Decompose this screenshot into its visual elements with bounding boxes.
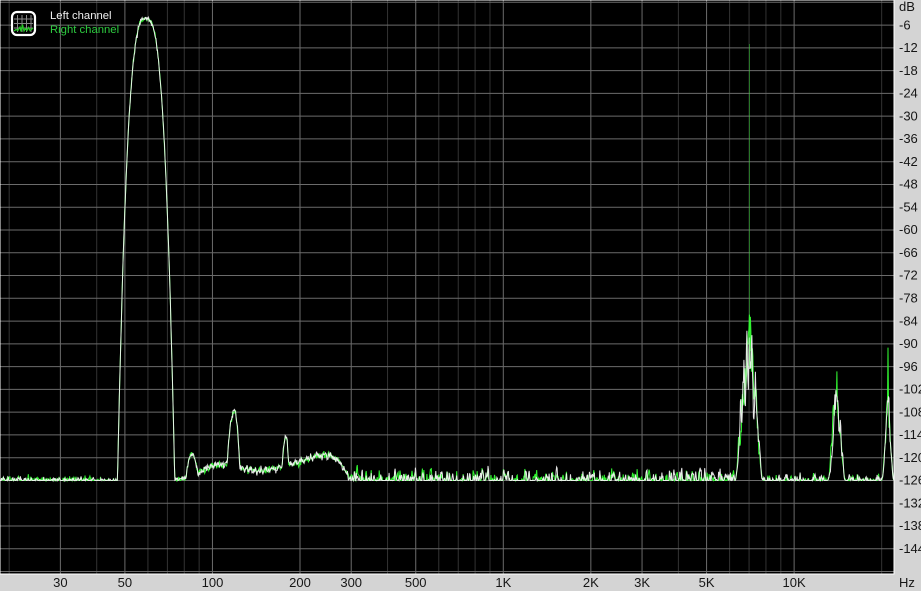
svg-text:-54: -54 — [899, 199, 918, 214]
svg-text:300: 300 — [340, 575, 362, 590]
svg-text:200: 200 — [289, 575, 311, 590]
svg-text:-96: -96 — [899, 359, 918, 374]
svg-text:-48: -48 — [899, 177, 918, 192]
svg-text:-144: -144 — [899, 541, 921, 556]
svg-text:-132: -132 — [899, 495, 921, 510]
svg-text:2K: 2K — [583, 575, 599, 590]
svg-text:-126: -126 — [899, 473, 921, 488]
svg-text:50: 50 — [118, 575, 132, 590]
svg-text:-102: -102 — [899, 382, 921, 397]
svg-text:-120: -120 — [899, 450, 921, 465]
svg-text:dB: dB — [899, 0, 915, 14]
svg-text:-72: -72 — [899, 268, 918, 283]
svg-text:-66: -66 — [899, 245, 918, 260]
svg-text:-24: -24 — [899, 86, 918, 101]
svg-text:-12: -12 — [899, 40, 918, 55]
svg-text:Hz: Hz — [899, 575, 915, 590]
svg-text:100: 100 — [202, 575, 224, 590]
svg-text:-42: -42 — [899, 154, 918, 169]
svg-text:1K: 1K — [495, 575, 511, 590]
svg-text:-60: -60 — [899, 222, 918, 237]
svg-text:500: 500 — [405, 575, 427, 590]
svg-text:-108: -108 — [899, 404, 921, 419]
svg-text:10K: 10K — [783, 575, 806, 590]
svg-text:Right channel: Right channel — [50, 24, 119, 36]
svg-text:-114: -114 — [899, 427, 921, 442]
svg-text:3K: 3K — [634, 575, 650, 590]
svg-text:-6: -6 — [899, 17, 911, 32]
svg-text:-90: -90 — [899, 336, 918, 351]
svg-text:-138: -138 — [899, 518, 921, 533]
svg-text:-18: -18 — [899, 63, 918, 78]
svg-text:5K: 5K — [699, 575, 715, 590]
svg-text:Left channel: Left channel — [50, 10, 112, 22]
svg-text:30: 30 — [53, 575, 67, 590]
svg-text:-84: -84 — [899, 313, 918, 328]
svg-text:-30: -30 — [899, 108, 918, 123]
svg-text:-36: -36 — [899, 131, 918, 146]
svg-text:-78: -78 — [899, 291, 918, 306]
